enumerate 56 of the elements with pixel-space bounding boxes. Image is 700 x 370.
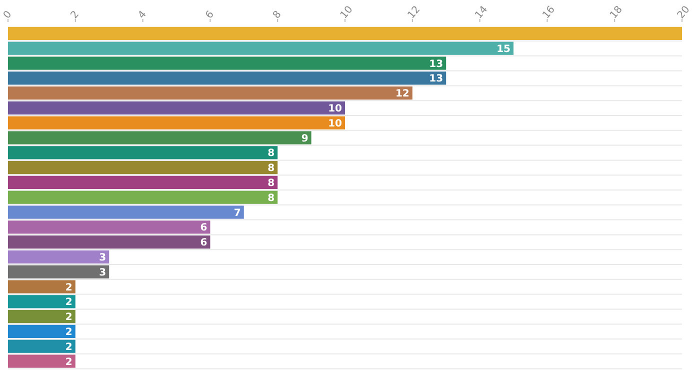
data-label: 6 bbox=[200, 238, 208, 249]
data-label: 9 bbox=[301, 133, 308, 144]
x-tick-label: 20 bbox=[676, 4, 692, 22]
bar bbox=[8, 250, 110, 264]
bar bbox=[8, 26, 682, 40]
bar bbox=[8, 56, 446, 70]
bar bbox=[8, 146, 278, 160]
data-label: 2 bbox=[65, 312, 72, 324]
data-label: 7 bbox=[234, 208, 241, 219]
data-label: 2 bbox=[65, 282, 72, 294]
bar bbox=[8, 280, 76, 294]
data-label: 13 bbox=[429, 58, 444, 70]
x-tick-label: 14 bbox=[473, 4, 490, 22]
bar bbox=[8, 310, 76, 324]
x-tick-label: 8 bbox=[271, 9, 284, 22]
data-label: 3 bbox=[99, 252, 106, 264]
bar bbox=[8, 340, 76, 353]
x-tick-label: 2 bbox=[69, 9, 82, 22]
data-label: 15 bbox=[496, 44, 511, 55]
data-label: 2 bbox=[65, 342, 72, 353]
bar bbox=[8, 190, 278, 204]
bar bbox=[8, 295, 76, 308]
bar bbox=[8, 235, 210, 249]
bar bbox=[8, 265, 110, 278]
data-label: 10 bbox=[328, 103, 342, 114]
data-label: 2 bbox=[65, 356, 72, 368]
bar bbox=[8, 354, 76, 368]
data-label: 3 bbox=[99, 267, 106, 278]
data-label: 12 bbox=[395, 88, 410, 100]
x-tick-label: 18 bbox=[608, 4, 625, 22]
data-label: 6 bbox=[200, 222, 208, 234]
x-tick-label: 10 bbox=[338, 4, 356, 22]
x-tick-label: 12 bbox=[406, 4, 423, 22]
x-tick-label: 6 bbox=[204, 9, 216, 22]
bar bbox=[8, 131, 312, 144]
x-tick-label: 4 bbox=[136, 9, 149, 22]
bar bbox=[8, 206, 244, 219]
bar bbox=[8, 324, 76, 338]
x-tick-label: 0 bbox=[2, 9, 14, 22]
bar bbox=[8, 160, 278, 174]
bar bbox=[8, 86, 412, 100]
x-tick-label: 16 bbox=[540, 4, 558, 22]
data-label: 8 bbox=[268, 192, 275, 204]
bar bbox=[8, 116, 345, 130]
bar bbox=[8, 72, 446, 85]
bar bbox=[8, 176, 278, 190]
bar bbox=[8, 101, 345, 115]
data-label: 8 bbox=[268, 148, 275, 160]
data-label: 2 bbox=[65, 297, 72, 308]
bar bbox=[8, 220, 210, 234]
data-label: 8 bbox=[268, 163, 275, 174]
data-label: 8 bbox=[268, 178, 275, 189]
data-label: 2 bbox=[65, 326, 72, 338]
data-label: 13 bbox=[429, 74, 444, 85]
data-label: 10 bbox=[328, 118, 342, 130]
bar bbox=[8, 42, 514, 55]
